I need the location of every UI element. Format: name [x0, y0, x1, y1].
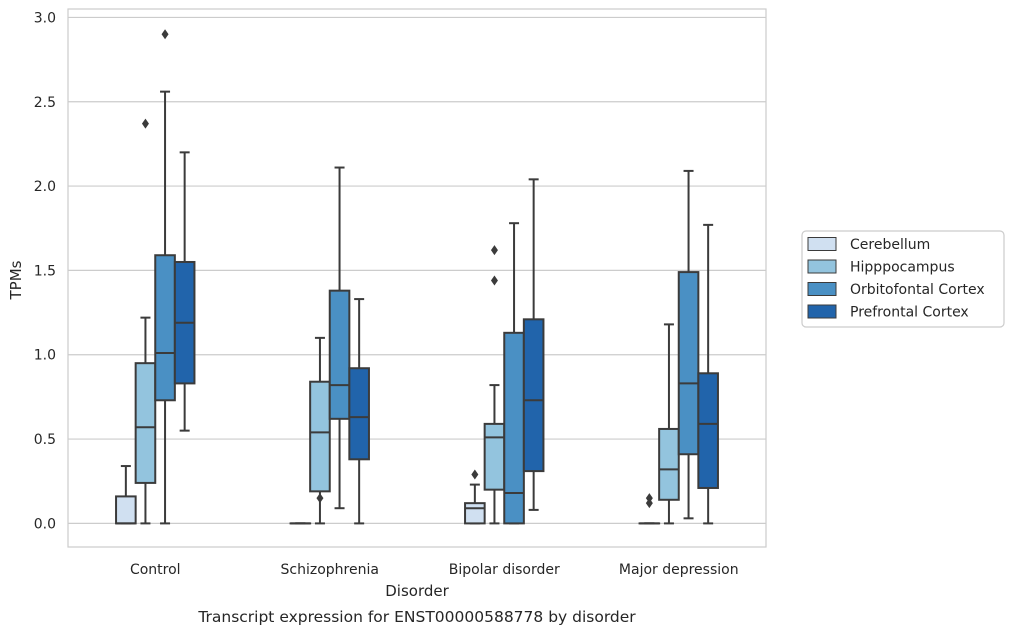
chart-caption: Transcript expression for ENST0000058877… — [197, 608, 636, 626]
x-tick-label: Control — [130, 562, 181, 578]
box-body — [115, 495, 137, 525]
box-1-4 — [173, 151, 196, 432]
x-axis-label: Disorder — [385, 582, 449, 600]
y-tick-label: 0.0 — [34, 516, 56, 532]
legend: Cerebellum Hipppocampus Orbitofontal Corte… — [801, 230, 1005, 328]
x-tick-label: Schizophrenia — [281, 562, 379, 578]
box-4-1 — [638, 493, 661, 525]
box-body — [483, 422, 506, 491]
box-4-2 — [658, 323, 680, 525]
box-body — [658, 427, 680, 501]
outlier-point — [141, 118, 149, 129]
outlier-point — [471, 469, 479, 480]
outlier-point — [161, 29, 169, 40]
box-4-4 — [697, 223, 719, 525]
outlier-point — [490, 275, 498, 286]
plot-frame — [67, 8, 767, 548]
x-tick-label: Bipolar disorder — [449, 562, 560, 578]
legend-label: Cerebellum — [850, 237, 930, 253]
legend-swatch — [807, 304, 837, 319]
outlier-point — [645, 498, 653, 509]
y-tick-label: 2.5 — [34, 95, 56, 111]
box-2-2 — [309, 336, 331, 525]
outlier-point — [316, 493, 324, 504]
box-3-3 — [503, 222, 525, 525]
box-body — [697, 372, 719, 489]
y-axis-label: TPMs — [7, 260, 25, 300]
x-tick-label: Major depression — [619, 562, 739, 578]
box-1-3 — [154, 29, 176, 525]
box-3-1 — [464, 469, 486, 525]
legend-label: Prefrontal Cortex — [850, 305, 969, 321]
box-1-1 — [115, 465, 137, 525]
y-tick-label: 1.5 — [34, 263, 56, 279]
box-4-3 — [677, 169, 700, 520]
box-3-2 — [483, 245, 506, 525]
y-tick-label: 1.0 — [34, 348, 56, 364]
legend-label: Orbitofontal Cortex — [850, 282, 985, 298]
box-body — [522, 318, 545, 473]
box-body — [464, 502, 486, 525]
legend-frame — [801, 230, 1005, 328]
box-body — [503, 331, 525, 525]
box-layer — [115, 29, 719, 525]
box-2-3 — [328, 166, 351, 510]
x-tick-labels: Control Schizophrenia Bipolar disorder Majo… — [130, 562, 739, 578]
box-body — [328, 289, 351, 420]
legend-label: Hipppocampus — [850, 260, 955, 276]
box-body — [309, 380, 331, 493]
legend-swatch — [807, 282, 837, 296]
box-body — [677, 271, 700, 456]
box-3-4 — [522, 178, 545, 511]
outlier-point — [490, 245, 498, 256]
box-body — [154, 254, 176, 402]
box-1-2 — [134, 118, 157, 525]
legend-swatch — [807, 259, 837, 274]
box-body — [348, 367, 370, 461]
outlier-point — [645, 493, 653, 504]
y-tick-label: 0.5 — [34, 432, 56, 448]
box-body — [134, 362, 157, 484]
legend-swatch — [807, 237, 837, 251]
y-tick-label: 2.0 — [34, 179, 56, 195]
y-tick-labels: 0.0 0.5 1.0 1.5 2.0 2.5 3.0 — [34, 10, 56, 532]
y-tick-label: 3.0 — [34, 10, 56, 26]
box-2-4 — [348, 298, 370, 525]
